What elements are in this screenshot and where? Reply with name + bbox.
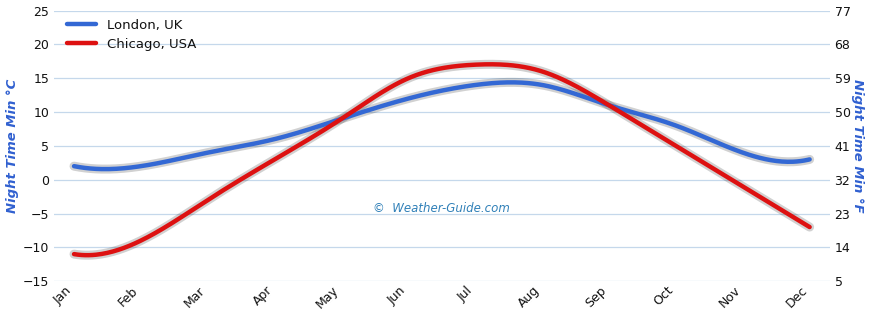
Chicago, USA: [485, 62, 495, 66]
Chicago, USA: [362, 100, 372, 104]
London, UK: [804, 158, 814, 161]
Y-axis label: Night Time Min °F: Night Time Min °F: [851, 79, 864, 213]
Chicago, USA: [310, 133, 321, 137]
Chicago, USA: [69, 252, 79, 256]
Line: Chicago, USA: Chicago, USA: [74, 64, 809, 255]
Chicago, USA: [607, 105, 617, 109]
Line: London, UK: London, UK: [74, 82, 809, 169]
Chicago, USA: [534, 69, 545, 73]
Y-axis label: Night Time Min °C: Night Time Min °C: [5, 79, 18, 213]
London, UK: [362, 109, 372, 113]
Chicago, USA: [603, 103, 614, 107]
London, UK: [534, 83, 545, 87]
London, UK: [100, 167, 110, 171]
London, UK: [505, 81, 515, 84]
Chicago, USA: [159, 226, 169, 230]
London, UK: [159, 160, 169, 164]
London, UK: [310, 125, 321, 129]
London, UK: [69, 164, 79, 168]
Chicago, USA: [82, 253, 92, 257]
Chicago, USA: [804, 225, 814, 229]
London, UK: [603, 103, 614, 107]
Text: ©  Weather-Guide.com: © Weather-Guide.com: [373, 202, 510, 215]
Legend: London, UK, Chicago, USA: London, UK, Chicago, USA: [62, 13, 201, 56]
London, UK: [607, 104, 617, 108]
